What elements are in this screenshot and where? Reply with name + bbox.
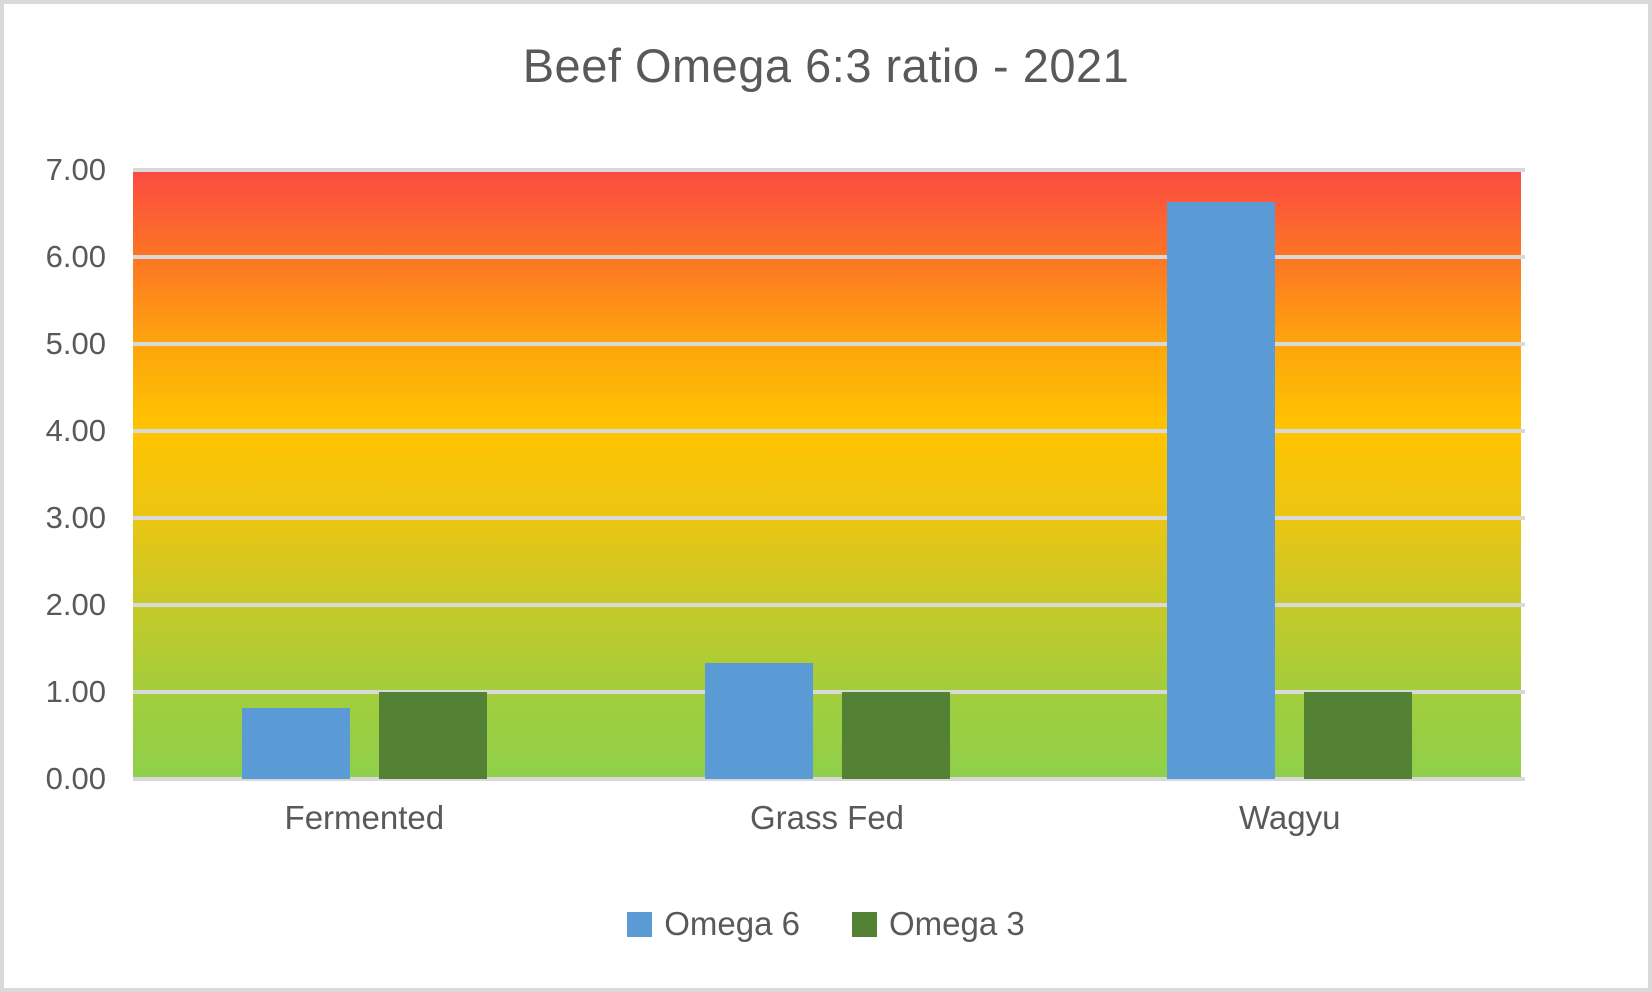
- plot-area: [133, 168, 1525, 781]
- legend-swatch-omega-6: [627, 911, 653, 937]
- legend-label-omega-6: Omega 6: [664, 905, 800, 942]
- legend-label-omega-3: Omega 3: [889, 905, 1025, 942]
- bar-omega-6-wagyu: [1167, 202, 1276, 779]
- y-axis-tick-label: 6.00: [45, 239, 106, 274]
- x-axis-label-grass-fed: Grass Fed: [749, 799, 905, 836]
- bar-omega-6-grass-fed: [704, 663, 813, 779]
- gridline: [133, 168, 1525, 172]
- bar-omega-3-wagyu: [1304, 692, 1413, 779]
- y-axis-tick-label: 7.00: [45, 152, 106, 187]
- bar-group-fermented: [133, 170, 596, 779]
- bar-group-wagyu: [1058, 170, 1521, 779]
- gridline: [133, 429, 1525, 433]
- gridline: [133, 516, 1525, 520]
- y-axis-tick-label: 0.00: [45, 761, 106, 796]
- y-axis-tick-label: 1.00: [45, 674, 106, 709]
- y-axis-tick-label: 4.00: [45, 413, 106, 448]
- legend-swatch-omega-3: [852, 911, 877, 937]
- x-axis-label-fermented: Fermented: [284, 799, 445, 836]
- gridline: [133, 777, 1525, 781]
- y-axis-tick-label: 5.00: [45, 326, 106, 361]
- bar-group-grass-fed: [596, 170, 1059, 779]
- bar-omega-3-grass-fed: [841, 692, 950, 779]
- x-axis: Fermented Grass Fed Wagyu: [133, 799, 1521, 837]
- gridline: [133, 603, 1525, 607]
- y-axis: 0.00 1.00 2.00 3.00 4.00 5.00 6.00 7.00: [4, 152, 112, 796]
- gridline: [133, 342, 1525, 346]
- bar-groups: [133, 170, 1521, 779]
- legend-item-omega-3: Omega 3: [852, 905, 1025, 943]
- gridline: [133, 255, 1525, 259]
- gridline: [133, 690, 1525, 694]
- legend: Omega 6 Omega 3: [4, 905, 1648, 943]
- chart-title: Beef Omega 6:3 ratio - 2021: [522, 39, 1130, 92]
- bar-omega-3-fermented: [378, 692, 487, 779]
- bar-omega-6-fermented: [241, 707, 350, 779]
- y-axis-tick-label: 3.00: [45, 500, 106, 535]
- legend-item-omega-6: Omega 6: [627, 905, 800, 943]
- x-axis-label-wagyu: Wagyu: [1238, 799, 1341, 836]
- y-axis-tick-label: 2.00: [45, 587, 106, 622]
